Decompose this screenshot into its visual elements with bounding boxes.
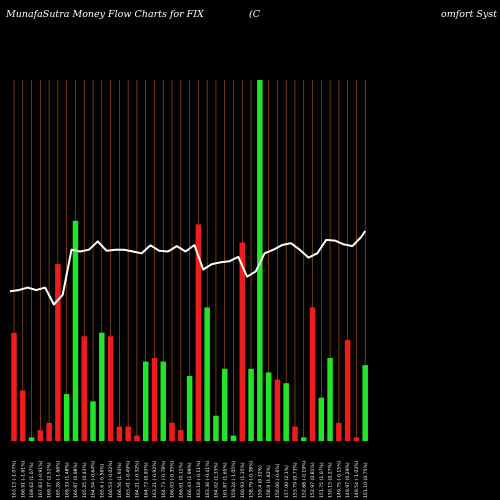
bar-1 (20, 390, 26, 441)
x-tick-label: 169.37 (2.51%) (47, 462, 53, 498)
bar-35 (318, 397, 325, 441)
bar-11 (107, 336, 114, 441)
bar-26 (239, 242, 246, 441)
x-tick-label: 165.6 (-0.56%) (99, 463, 105, 498)
x-tick-label: 164.54 (-0.64%) (91, 460, 97, 498)
bar-9 (90, 401, 96, 441)
x-tick-label: 164.73 (0.93%) (143, 462, 149, 498)
x-tick-label: 161.87 (1.65%) (222, 462, 228, 498)
bar-2 (28, 437, 35, 441)
x-tick-label: 169.62 (1.07%) (29, 462, 35, 498)
x-tick-label: 166.87 (0.98%) (73, 462, 79, 498)
x-tick-label: 160.93 (1.35%) (240, 462, 246, 498)
bar-16 (151, 357, 158, 441)
bar-25 (230, 435, 237, 441)
bar-21 (195, 224, 202, 441)
x-tick-label: 159.4 (0.32%) (257, 465, 263, 498)
x-tick-label: 152.97 (0.81%) (310, 462, 316, 498)
bar-40 (362, 365, 368, 441)
x-tick-label: 159.24 (-1.05%) (231, 460, 237, 498)
bar-3 (37, 430, 44, 441)
chart-title-left: MunafaSutra Money Flow Charts for FIX (5, 9, 205, 20)
x-tick-label: 149.97 (0.29%) (345, 462, 351, 498)
bar-15 (142, 361, 149, 441)
x-tick-label: 152.68 (-0.19%) (301, 460, 307, 498)
x-tick-label: 149.54 (-1.03%) (354, 460, 360, 498)
x-tick-label: 153.79 (0.73%) (293, 462, 299, 498)
bar-23 (213, 415, 219, 441)
bar-31 (283, 383, 289, 441)
bar-10 (99, 332, 105, 441)
bar-37 (336, 422, 342, 441)
bar-4 (46, 422, 52, 441)
x-tick-label: 150.15 (0.27%) (328, 462, 334, 498)
x-tick-label: 158.9 (1.82%) (266, 465, 272, 498)
bar-39 (353, 437, 360, 441)
bar-17 (160, 361, 167, 441)
x-tick-label: 163.13 (-1.07%) (12, 460, 18, 498)
x-tick-label: 163.21 (-0.92%) (152, 460, 158, 498)
bar-8 (81, 336, 87, 441)
x-tick-label: 158.79 (-0.38%) (249, 460, 255, 498)
bar-7 (72, 220, 79, 441)
chart-title-right: omfort Syst (441, 9, 497, 20)
x-tick-label: 164.02 (1.33%) (214, 462, 220, 498)
bar-32 (292, 426, 298, 441)
bar-14 (134, 435, 140, 441)
bar-33 (300, 437, 307, 441)
x-tick-label: 165.25 (0.43%) (82, 462, 88, 498)
chart-title-middle: (C (249, 9, 261, 20)
bar-22 (204, 307, 210, 441)
bar-series (11, 80, 368, 441)
x-tick-label: 166.03 (-0.35%) (170, 460, 176, 498)
bar-30 (274, 379, 281, 441)
x-tick-label: 166.43 (1.99%) (187, 462, 193, 498)
bar-38 (344, 339, 351, 441)
x-tick-label: 164.73 (-0.78%) (161, 460, 167, 498)
x-tick-label: 164.21 (-0.32%) (135, 460, 141, 498)
x-tick-label: 156.06 (-0.6%) (275, 463, 281, 498)
bar-18 (169, 422, 175, 441)
x-tick-label: 163.41 (-0.49%) (126, 460, 132, 498)
x-tick-label: 165.26 (-1.66%) (56, 460, 62, 498)
x-tick-label: 166.56 (1.93%) (117, 462, 123, 498)
x-tick-label: 166.61 (0.11%) (178, 462, 184, 498)
money-flow-line (9, 230, 367, 306)
x-tick-label: 163.36 (-0.41%) (205, 460, 211, 498)
x-tick-label: 149.75 (-0.15%) (336, 460, 342, 498)
x-tick-label: 151.75 (1.07%) (319, 462, 325, 498)
bar-24 (221, 368, 228, 441)
x-tick-label: 167.83 (-0.91%) (38, 460, 44, 498)
x-tick-label: 157.00 (2.1%) (284, 465, 290, 498)
bar-20 (186, 376, 193, 441)
bar-6 (63, 394, 70, 441)
bar-12 (116, 426, 123, 441)
x-tick-label: 151.10 (0.75%) (363, 462, 369, 498)
x-tick-label: 166.91 (-1.61%) (20, 460, 26, 498)
bar-0 (11, 332, 17, 441)
bar-19 (178, 430, 184, 441)
bar-29 (265, 372, 272, 441)
bar-36 (327, 357, 333, 441)
bar-5 (55, 264, 61, 441)
bar-28 (257, 80, 263, 441)
x-tick-label: 163.18 (-0.11%) (196, 460, 202, 498)
x-tick-label: 166.53 (-0.02%) (108, 460, 114, 498)
x-tick-label: 169.33 (1.48%) (64, 462, 70, 498)
bar-13 (125, 426, 131, 441)
bar-34 (309, 307, 316, 441)
x-tick-labels: 163.13 (-1.07%) 166.91 (-1.61%) 169.62 (1.… (12, 460, 369, 498)
bar-27 (248, 368, 254, 441)
